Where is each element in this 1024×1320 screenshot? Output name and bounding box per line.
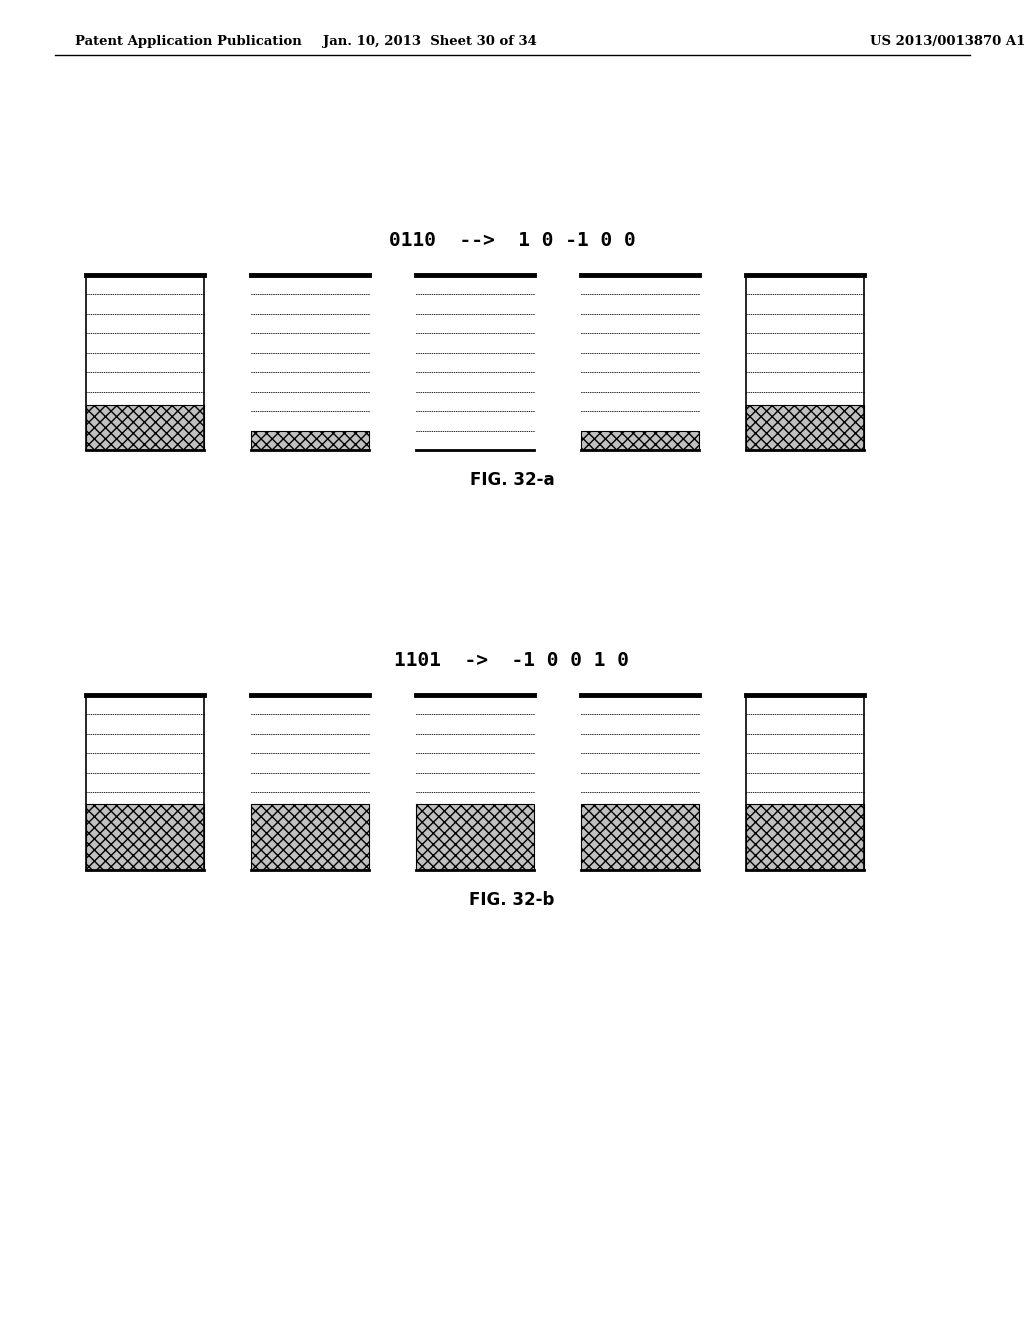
Bar xyxy=(581,430,699,450)
Bar xyxy=(581,804,699,870)
Bar xyxy=(251,430,369,450)
Text: Jan. 10, 2013  Sheet 30 of 34: Jan. 10, 2013 Sheet 30 of 34 xyxy=(323,36,537,49)
Bar xyxy=(746,404,864,450)
Text: 1101  ->  -1 0 0 1 0: 1101 -> -1 0 0 1 0 xyxy=(394,651,630,669)
Bar xyxy=(86,404,204,450)
Bar xyxy=(746,804,864,870)
Text: FIG. 32-a: FIG. 32-a xyxy=(470,471,554,488)
Text: Patent Application Publication: Patent Application Publication xyxy=(75,36,302,49)
Bar xyxy=(251,804,369,870)
Bar xyxy=(86,804,204,870)
Bar xyxy=(416,804,534,870)
Text: US 2013/0013870 A1: US 2013/0013870 A1 xyxy=(870,36,1024,49)
Text: 0110  -->  1 0 -1 0 0: 0110 --> 1 0 -1 0 0 xyxy=(389,231,635,249)
Text: FIG. 32-b: FIG. 32-b xyxy=(469,891,555,909)
